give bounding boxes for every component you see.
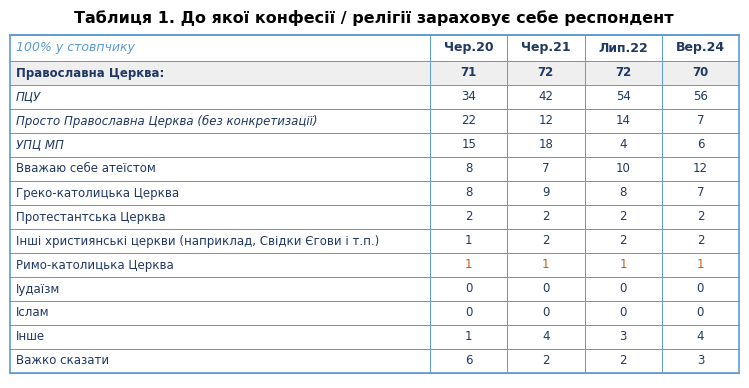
Text: 3: 3 (619, 331, 627, 343)
Text: 1: 1 (697, 258, 704, 272)
Text: 12: 12 (693, 163, 708, 175)
Text: 2: 2 (542, 234, 550, 248)
Text: 2: 2 (619, 234, 627, 248)
Text: Інші християнські церкви (наприклад, Свідки Єгови і т.п.): Інші християнські церкви (наприклад, Сві… (16, 234, 379, 248)
Text: 1: 1 (465, 331, 473, 343)
Text: 12: 12 (539, 114, 554, 128)
Text: Просто Православна Церква (без конкретизації): Просто Православна Церква (без конкретиз… (16, 114, 318, 128)
Bar (10, 253, 739, 277)
Text: 8: 8 (465, 163, 473, 175)
Text: 0: 0 (465, 307, 473, 319)
Text: 9: 9 (542, 187, 550, 199)
Text: Греко-католицька Церква: Греко-католицька Церква (16, 187, 179, 199)
Text: 8: 8 (465, 187, 473, 199)
Text: Чер.20: Чер.20 (444, 42, 494, 54)
Text: УПЦ МП: УПЦ МП (16, 139, 64, 151)
Text: 2: 2 (465, 211, 473, 223)
Text: 2: 2 (542, 355, 550, 367)
Bar (10, 349, 739, 373)
Text: 2: 2 (697, 211, 704, 223)
Text: 18: 18 (539, 139, 554, 151)
Text: 7: 7 (542, 163, 550, 175)
Bar (10, 301, 739, 325)
Text: 42: 42 (539, 90, 554, 104)
Text: 6: 6 (697, 139, 704, 151)
Text: 8: 8 (619, 187, 627, 199)
Bar (10, 85, 739, 109)
Text: 72: 72 (538, 66, 554, 80)
Text: 4: 4 (697, 331, 704, 343)
Text: 0: 0 (619, 307, 627, 319)
Text: 10: 10 (616, 163, 631, 175)
Text: Чер.21: Чер.21 (521, 42, 571, 54)
Bar (10, 109, 739, 133)
Bar (10, 205, 739, 229)
Text: 0: 0 (542, 307, 550, 319)
Text: 56: 56 (693, 90, 708, 104)
Text: Іудаїзм: Іудаїзм (16, 282, 61, 296)
Text: 1: 1 (465, 258, 473, 272)
Text: Інше: Інше (16, 331, 45, 343)
Text: 3: 3 (697, 355, 704, 367)
Bar (10, 325, 739, 349)
Text: 0: 0 (542, 282, 550, 296)
Text: 2: 2 (619, 211, 627, 223)
Text: Лип.22: Лип.22 (598, 42, 648, 54)
Text: 0: 0 (619, 282, 627, 296)
Text: 6: 6 (465, 355, 473, 367)
Text: 1: 1 (619, 258, 627, 272)
Text: 22: 22 (461, 114, 476, 128)
Text: 100% у стовпчику: 100% у стовпчику (16, 42, 135, 54)
Text: Іслам: Іслам (16, 307, 49, 319)
Text: 15: 15 (461, 139, 476, 151)
Text: Римо-католицька Церква: Римо-католицька Церква (16, 258, 174, 272)
Text: 7: 7 (697, 114, 704, 128)
Bar (10, 181, 739, 205)
Text: 0: 0 (697, 282, 704, 296)
Text: Православна Церква:: Православна Церква: (16, 66, 164, 80)
Bar (10, 133, 739, 157)
Text: 71: 71 (461, 66, 477, 80)
Text: 4: 4 (619, 139, 627, 151)
Bar (10, 229, 739, 253)
Text: Протестантська Церква: Протестантська Церква (16, 211, 166, 223)
Text: 2: 2 (619, 355, 627, 367)
Text: 14: 14 (616, 114, 631, 128)
Text: 54: 54 (616, 90, 631, 104)
Text: 34: 34 (461, 90, 476, 104)
Text: 7: 7 (697, 187, 704, 199)
Bar (10, 61, 739, 85)
Bar (10, 157, 739, 181)
Text: 0: 0 (465, 282, 473, 296)
Text: Вер.24: Вер.24 (676, 42, 725, 54)
Text: 2: 2 (542, 211, 550, 223)
Text: Важко сказати: Важко сказати (16, 355, 109, 367)
Text: Вважаю себе атеїстом: Вважаю себе атеїстом (16, 163, 156, 175)
Text: ПЦУ: ПЦУ (16, 90, 41, 104)
Text: 1: 1 (465, 234, 473, 248)
Bar (10, 277, 739, 301)
Text: 0: 0 (697, 307, 704, 319)
Text: 1: 1 (542, 258, 550, 272)
Text: 70: 70 (692, 66, 709, 80)
Text: 4: 4 (542, 331, 550, 343)
Text: Таблиця 1. До якої конфесії / релігії зараховує себе респондент: Таблиця 1. До якої конфесії / релігії за… (74, 10, 674, 26)
Bar (10, 35, 739, 61)
Text: 72: 72 (615, 66, 631, 80)
Text: 2: 2 (697, 234, 704, 248)
